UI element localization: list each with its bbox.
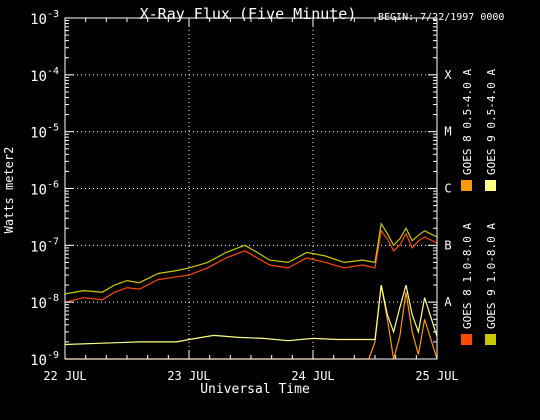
y-tick-label: 10-8	[30, 293, 59, 312]
legend-label: GOES 9 1.0-8.0 A	[485, 223, 498, 329]
grid-lines	[65, 18, 437, 359]
y-axis-label: Watts meter2	[2, 147, 16, 234]
legend-label: GOES 9 0.5-4.0 A	[485, 69, 498, 175]
x-tick-label: 24 JUL	[291, 369, 334, 383]
legend-swatch	[485, 334, 496, 345]
y-tick-label: 10-3	[30, 9, 59, 28]
series-group	[64, 222, 438, 360]
x-axis-label: Universal Time	[200, 382, 310, 397]
flare-class-label: A	[444, 295, 452, 309]
flare-class-label: C	[444, 182, 451, 196]
legend-label: GOES 8 0.5-4.0 A	[461, 69, 474, 175]
x-tick-label: 25 JUL	[415, 369, 458, 383]
y-tick-label: 10-9	[30, 350, 59, 369]
legend-label: GOES 8 1.0-8.0 A	[461, 223, 474, 329]
flare-class-label: M	[444, 125, 451, 139]
flare-class-label: B	[444, 238, 451, 252]
legend-swatch	[485, 180, 496, 191]
flare-class-label: X	[444, 68, 452, 82]
legend-swatch	[461, 334, 472, 345]
legend: GOES 8 1.0-8.0 A GOES 8 0.5-4.0 A GOES 9 1…	[461, 69, 498, 345]
begin-label: BEGIN: 7/22/1997 0000	[378, 12, 504, 23]
series-line	[64, 229, 438, 303]
chart-title: X-Ray Flux (Five Minute)	[140, 5, 357, 23]
x-tick-label: 23 JUL	[167, 369, 210, 383]
y-tick-label: 10-7	[30, 236, 59, 255]
axes: 10-9 10-8 10-7 10-6 10-5 10-4 10-3 22 JUL 23 JUL…	[30, 9, 459, 383]
series-line	[65, 284, 438, 360]
x-tick-label: 22 JUL	[43, 369, 86, 383]
series-line	[64, 222, 438, 295]
y-tick-label: 10-5	[30, 123, 59, 142]
series-line	[64, 284, 438, 346]
y-tick-label: 10-4	[30, 66, 59, 85]
legend-swatch	[461, 180, 472, 191]
y-tick-label: 10-6	[30, 180, 59, 199]
